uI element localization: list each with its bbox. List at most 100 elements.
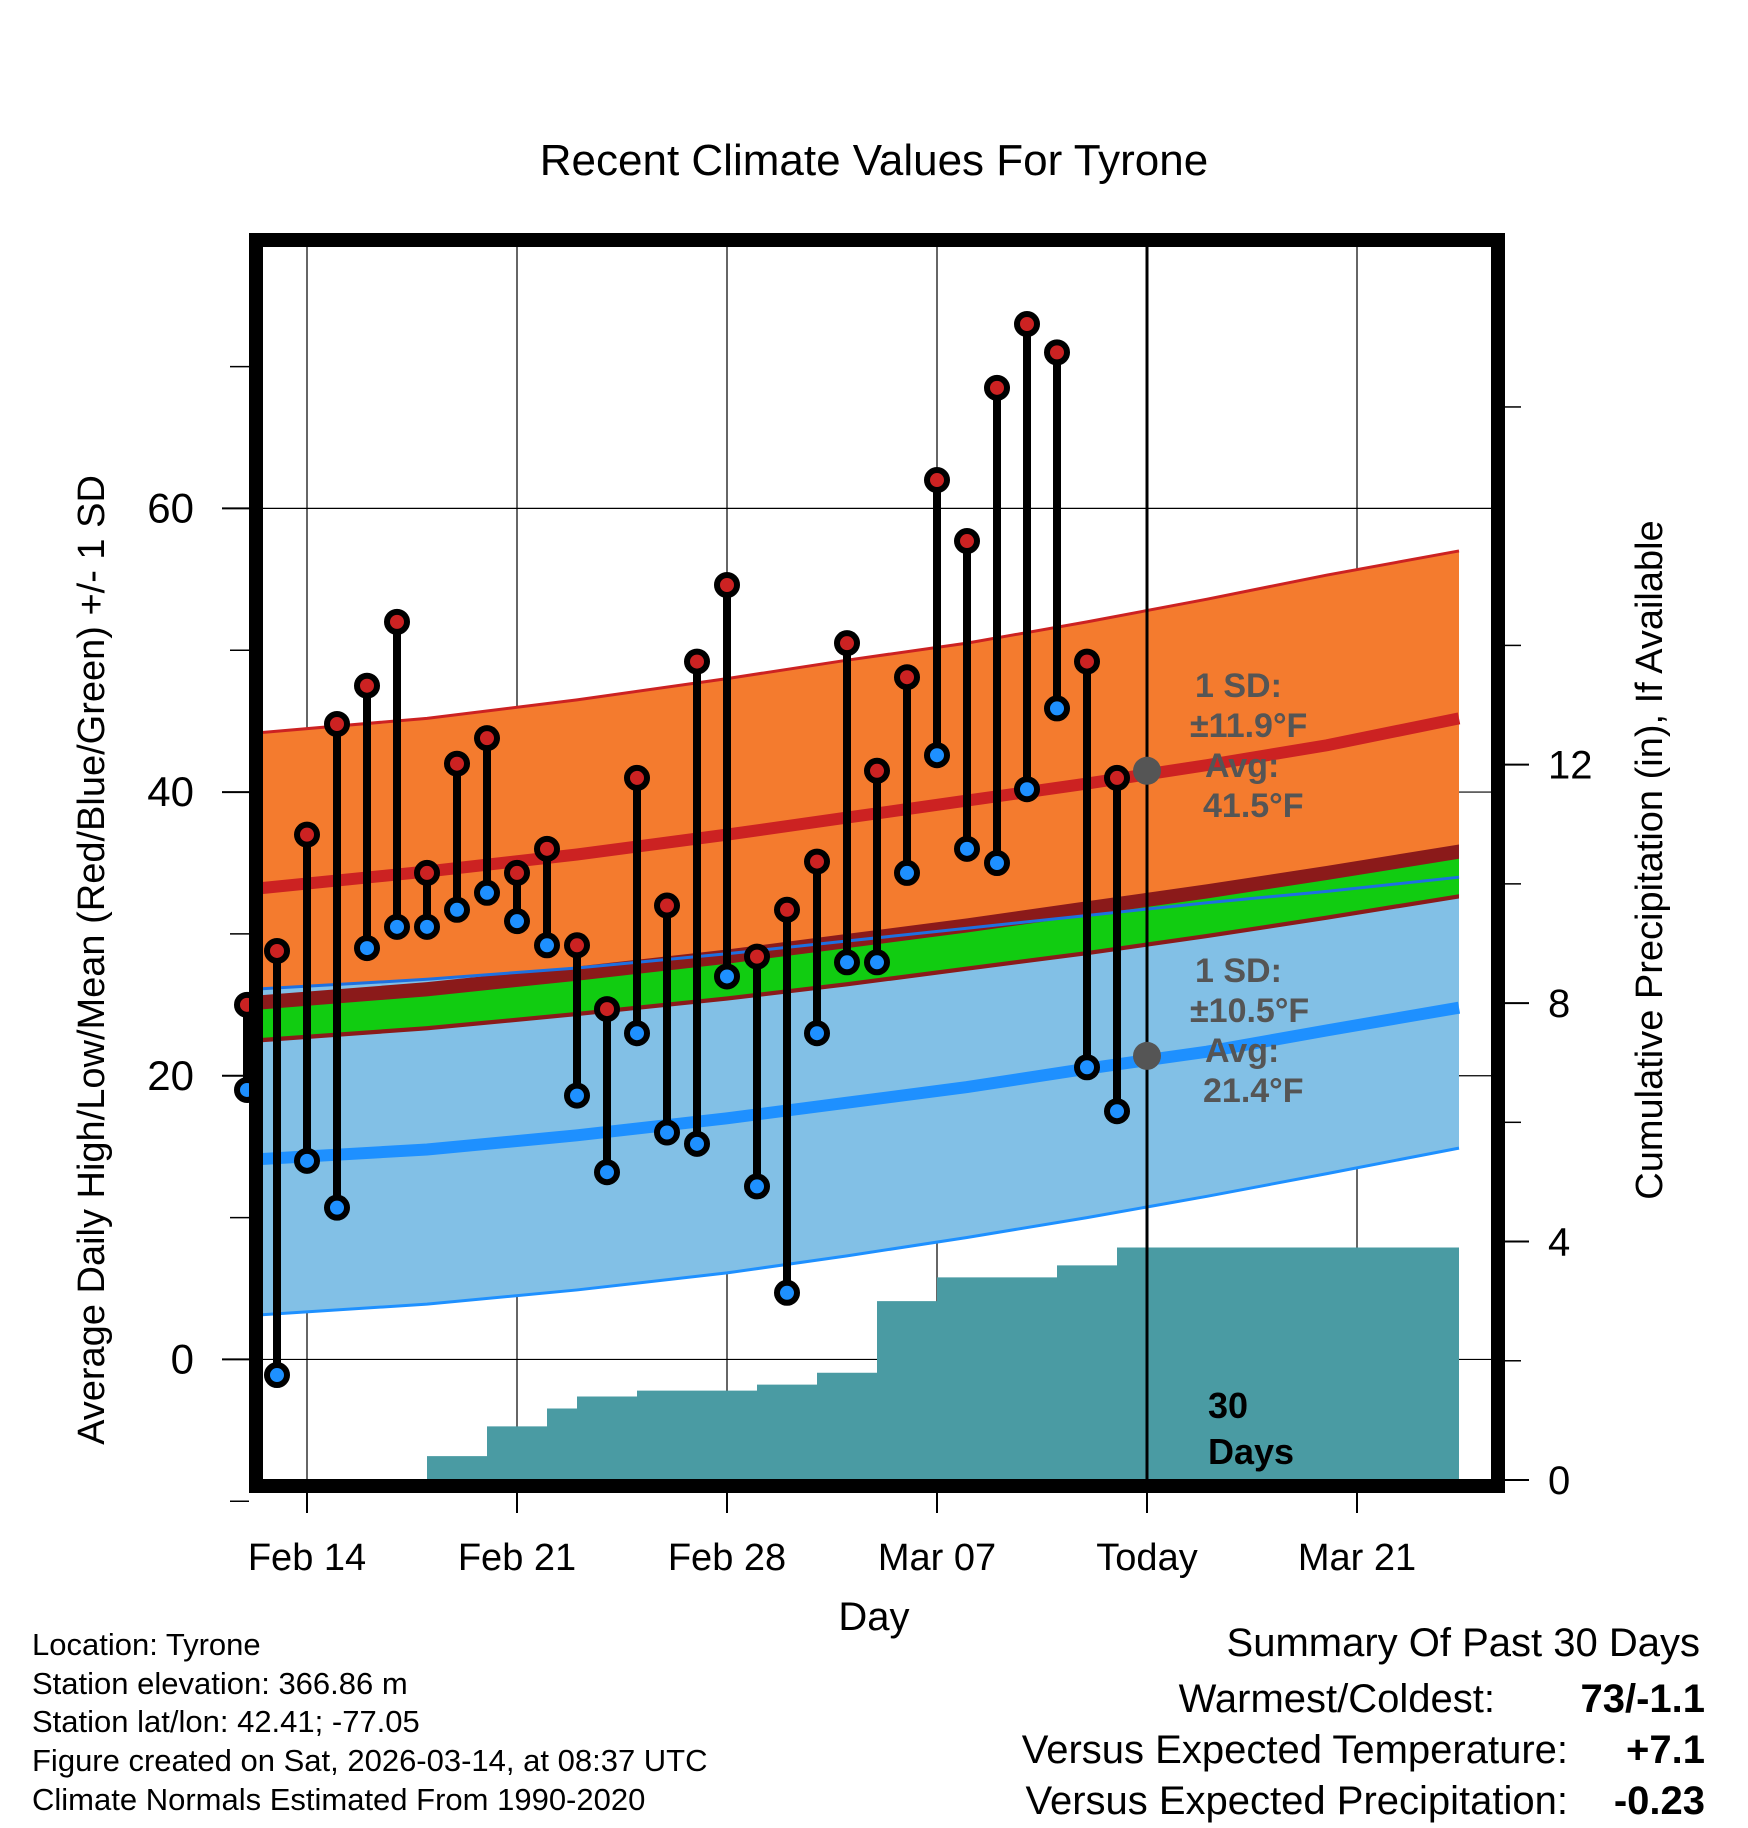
low-point	[474, 879, 500, 906]
sd-annotation-text: 1 SD:	[1195, 952, 1282, 990]
low-point	[654, 1119, 680, 1146]
x-axis-label: Day	[838, 1595, 909, 1639]
high-point	[894, 664, 920, 691]
low-point	[504, 908, 530, 935]
low-point	[354, 935, 380, 962]
info-elevation: Station elevation: 366.86 m	[32, 1666, 408, 1701]
plot-frame	[249, 233, 1505, 1493]
low-point	[954, 835, 980, 862]
low-point	[624, 1020, 650, 1047]
high-point	[414, 859, 440, 886]
x-tick-label: Mar 21	[1298, 1537, 1416, 1579]
high-point	[864, 757, 890, 784]
high-sd-band	[262, 550, 1459, 989]
low-point	[414, 913, 440, 940]
low-point	[264, 1362, 290, 1389]
y-tick-label: 40	[147, 768, 194, 815]
high-point	[984, 374, 1010, 401]
low-point	[1104, 1098, 1130, 1125]
low-point	[684, 1130, 710, 1157]
high-point	[1074, 648, 1100, 675]
days-label-line2: Days	[1208, 1431, 1294, 1472]
low-point	[444, 896, 470, 923]
sd-annotation-text: Avg:	[1205, 1032, 1279, 1070]
low-point	[744, 1173, 770, 1200]
high-point	[834, 630, 860, 657]
low-point	[1044, 695, 1070, 722]
low-lower-line	[262, 1146, 1460, 1317]
info-latlon: Station lat/lon: 42.41; -77.05	[32, 1704, 420, 1739]
sd-annotation-text: Avg:	[1205, 747, 1279, 785]
sd-annotation-text: 41.5°F	[1203, 787, 1304, 825]
high-point	[324, 710, 350, 737]
station-info: Location: Tyrone Station elevation: 366.…	[32, 1627, 708, 1817]
precipitation-area	[262, 1247, 1459, 1480]
high-point	[504, 859, 530, 886]
low-point	[774, 1279, 800, 1306]
y-axis-label: Average Daily High/Low/Mean (Red/Blue/Gr…	[71, 475, 113, 1445]
info-normals: Climate Normals Estimated From 1990-2020	[32, 1782, 645, 1817]
summary-warmest-value: 73/-1.1	[1580, 1677, 1705, 1721]
high-point	[564, 932, 590, 959]
x-tick-label: Mar 07	[878, 1537, 996, 1579]
x-tick-label: Feb 14	[248, 1537, 366, 1579]
y-tick-label: 20	[147, 1052, 194, 1099]
summary-block: Summary Of Past 30 Days Warmest/Coldest:…	[1022, 1621, 1705, 1823]
precip-fill	[262, 1247, 1459, 1480]
x-tick-label: Feb 21	[458, 1537, 576, 1579]
high-upper-line	[262, 549, 1460, 735]
low-point	[294, 1147, 320, 1174]
low-upper-line	[262, 875, 1460, 991]
high-point	[294, 821, 320, 848]
x-tick-label: Today	[1096, 1537, 1197, 1579]
y2-tick-label: 0	[1548, 1459, 1570, 1503]
high-point	[594, 996, 620, 1023]
summary-heading: Summary Of Past 30 Days	[1227, 1621, 1700, 1665]
high-point	[534, 835, 560, 862]
y2-tick-label: 8	[1548, 982, 1570, 1026]
chart-title: Recent Climate Values For Tyrone	[540, 136, 1208, 185]
summary-precip-label: Versus Expected Precipitation:	[1025, 1779, 1568, 1823]
low-point	[594, 1159, 620, 1186]
high-point	[264, 937, 290, 964]
high-point	[474, 725, 500, 752]
low-point	[1074, 1054, 1100, 1081]
low-point	[834, 949, 860, 976]
axes: Feb 14 Feb 21 Feb 28 Mar 07 Today Mar 21 0 20 40…	[147, 365, 1593, 1579]
summary-temp-value: +7.1	[1626, 1728, 1705, 1772]
y-tick-label: 0	[171, 1335, 194, 1382]
avg-dot	[1133, 756, 1161, 785]
y2-tick-label: 12	[1548, 744, 1593, 788]
high-point	[1014, 311, 1040, 338]
daily-values	[234, 311, 1130, 1389]
sd-annotation-text: ±11.9°F	[1190, 707, 1307, 745]
summary-temp-label: Versus Expected Temperature:	[1022, 1728, 1568, 1772]
y2-axis-label: Cumulative Precipitation (in), If Availa…	[1629, 520, 1671, 1199]
sd-annotation-text: ±10.5°F	[1190, 992, 1309, 1030]
summary-precip-value: -0.23	[1614, 1779, 1705, 1823]
high-point	[354, 672, 380, 699]
high-point	[804, 848, 830, 875]
high-point	[1104, 764, 1130, 791]
low-point	[894, 859, 920, 886]
mean-sd-band	[262, 858, 1459, 1038]
low-point	[864, 949, 890, 976]
low-point	[384, 913, 410, 940]
days-label-line1: 30	[1208, 1385, 1248, 1426]
high-point	[1044, 339, 1070, 366]
low-point	[924, 742, 950, 769]
high-point	[744, 943, 770, 970]
sd-annotation-text: 21.4°F	[1203, 1072, 1304, 1110]
low-point	[534, 932, 560, 959]
low-point	[1014, 776, 1040, 803]
sd-annotation-text: 1 SD:	[1195, 667, 1282, 705]
high-point	[774, 896, 800, 923]
low-point	[714, 963, 740, 990]
high-point	[924, 467, 950, 494]
x-tick-label: Feb 28	[668, 1537, 786, 1579]
info-location: Location: Tyrone	[32, 1627, 261, 1662]
summary-warmest-label: Warmest/Coldest:	[1179, 1677, 1495, 1721]
low-mean-line	[262, 1001, 1461, 1165]
